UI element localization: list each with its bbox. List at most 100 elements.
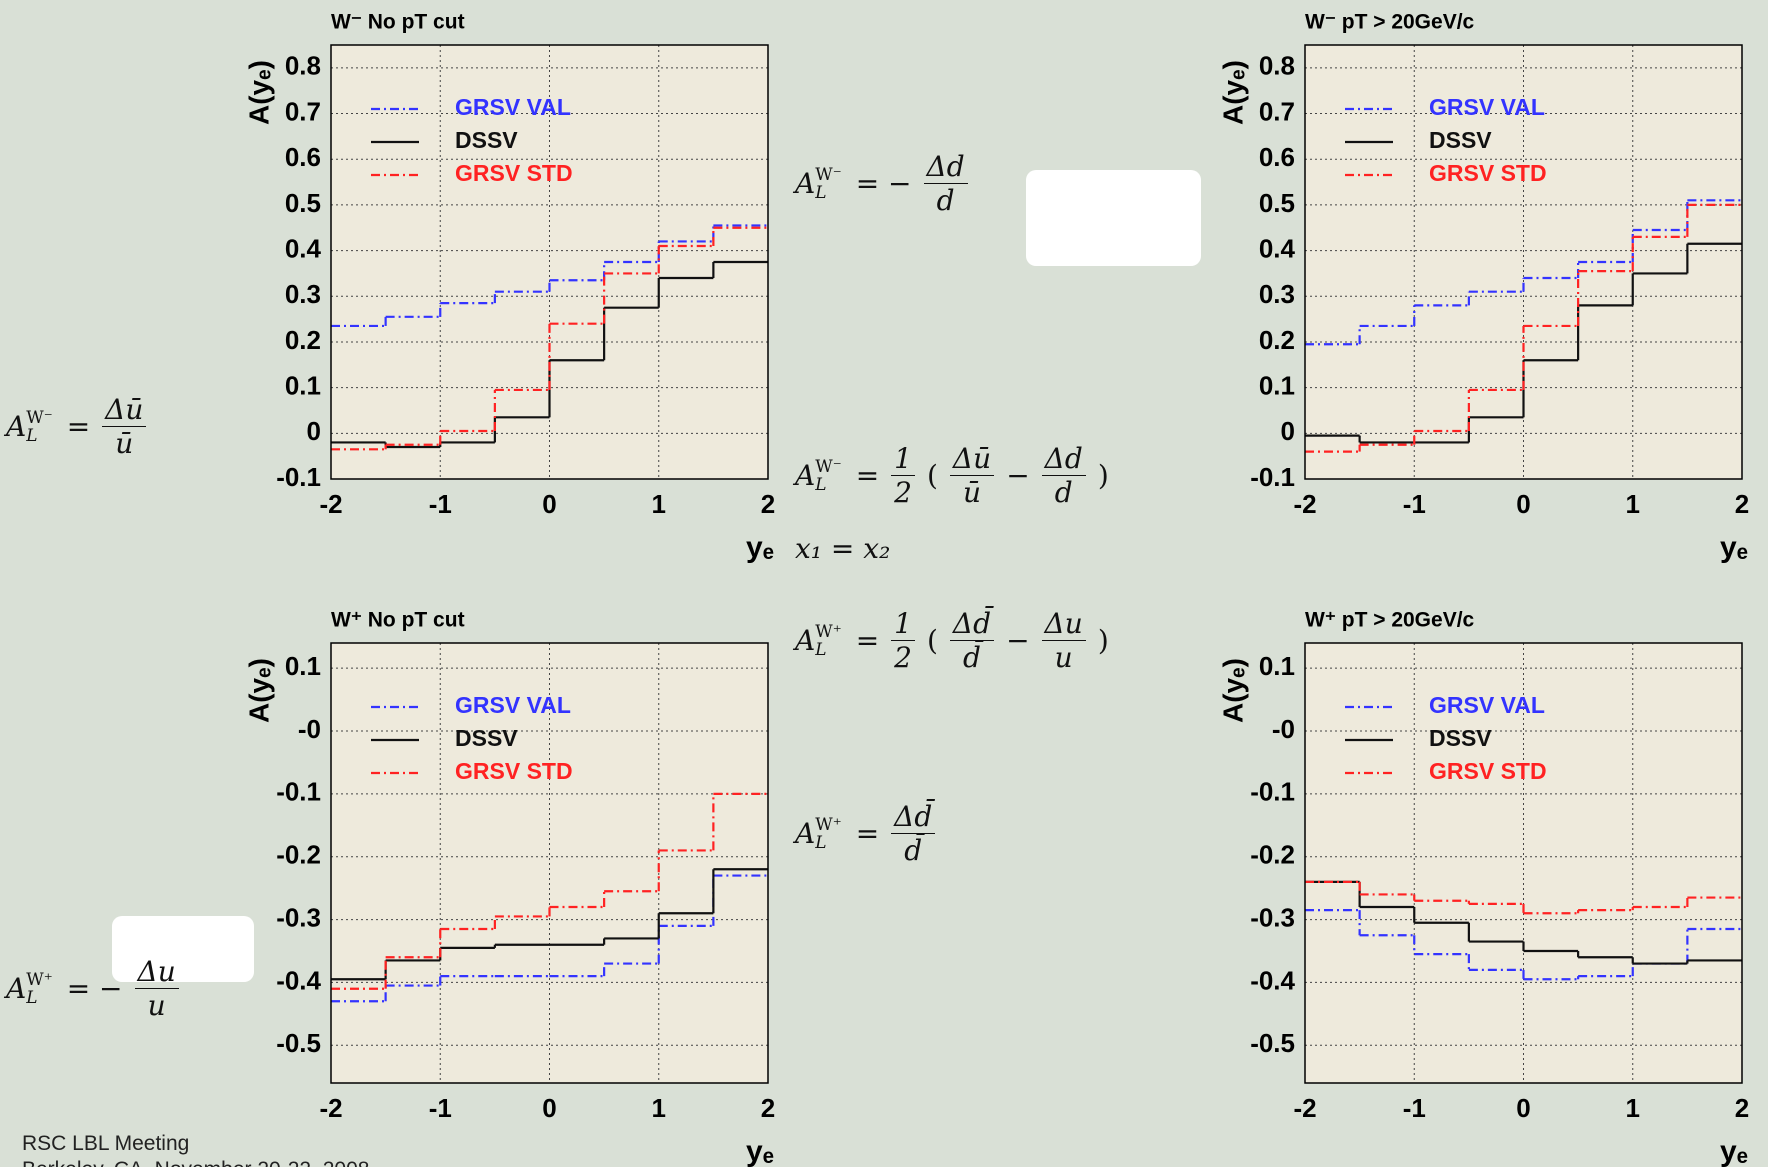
superscript: W⁺ (815, 623, 841, 641)
denominator: d̄ (901, 834, 925, 867)
x-tick-label: 1 (1626, 1093, 1640, 1123)
x-tick-label: 0 (542, 1093, 556, 1123)
y-axis-label: A(yₑ) (243, 658, 274, 723)
y-tick-label: 0.1 (1259, 371, 1295, 401)
numerator: Δū (102, 393, 146, 427)
legend-label: DSSV (455, 127, 518, 153)
y-tick-label: 0.1 (285, 371, 321, 401)
x-tick-label: 1 (652, 1093, 666, 1123)
subscript: L (815, 184, 841, 202)
denominator: ū (960, 476, 984, 509)
y-tick-label: -0 (298, 714, 321, 744)
x-tick-label: -2 (319, 489, 342, 519)
y-tick-label: 0.5 (285, 188, 321, 218)
legend-label: GRSV VAL (455, 94, 571, 120)
numerator: 1 (891, 607, 915, 641)
numerator: Δū (950, 442, 994, 476)
denominator: d̄ (960, 641, 984, 674)
numerator: Δd (1042, 442, 1086, 476)
y-tick-label: 0.3 (285, 279, 321, 309)
operator: = − (856, 167, 912, 200)
subscript: L (26, 427, 52, 445)
x-tick-label: -1 (429, 1093, 452, 1123)
fraction: Δuu (135, 955, 179, 1022)
y-tick-label: 0.7 (1259, 96, 1295, 126)
footer-line: RSC LBL Meeting (22, 1132, 189, 1156)
y-tick-label: 0.1 (1259, 651, 1295, 681)
y-tick-label: -0.1 (276, 777, 321, 807)
y-tick-label: -0.4 (276, 965, 321, 995)
superscript: W⁺ (26, 971, 52, 989)
symbol: A (795, 624, 815, 657)
x-tick-label: -1 (1403, 489, 1426, 519)
equation: x₁ = x₂ (795, 532, 890, 565)
symbol: A (795, 459, 815, 492)
x-tick-label: 0 (1516, 489, 1530, 519)
y-tick-label: 0 (307, 416, 321, 446)
y-tick-label: -0.1 (276, 462, 321, 492)
superscript: W⁻ (26, 409, 52, 427)
chart-title: W⁻ pT > 20GeV/c (1305, 11, 1475, 34)
symbol: A (6, 972, 26, 1005)
y-tick-label: -0.2 (276, 840, 321, 870)
denominator: d (934, 184, 958, 217)
legend-label: GRSV VAL (1429, 94, 1545, 120)
y-tick-label: 0.2 (285, 325, 321, 355)
y-tick-label: -0.2 (1250, 840, 1295, 870)
denominator: u (145, 989, 169, 1022)
scripts: W⁺L (815, 623, 841, 659)
legend-label: DSSV (1429, 725, 1492, 751)
numerator: Δd (924, 150, 968, 184)
chart-title: W⁺ pT > 20GeV/c (1305, 609, 1475, 632)
legend-label: GRSV STD (455, 758, 573, 784)
slide: -0.100.10.20.30.40.50.60.70.8-2-1012GRSV… (0, 0, 1768, 1167)
y-tick-label: 0.4 (285, 233, 322, 263)
symbol: A (6, 410, 26, 443)
operator: − (1006, 624, 1029, 657)
scripts: W⁻L (26, 409, 52, 445)
x-tick-label: -1 (1403, 1093, 1426, 1123)
scripts: W⁺L (815, 816, 841, 852)
legend-label: GRSV VAL (1429, 692, 1545, 718)
y-axis-label: A(yₑ) (1217, 658, 1248, 723)
y-tick-label: 0.1 (285, 651, 321, 681)
x-axis-label: yₑ (1720, 1135, 1748, 1167)
fraction: Δd̄d̄ (891, 800, 935, 867)
legend-label: GRSV STD (455, 160, 573, 186)
y-tick-label: 0 (1281, 416, 1295, 446)
x-tick-label: 2 (761, 1093, 775, 1123)
chart-title: W⁺ No pT cut (331, 609, 465, 632)
x-axis-label: yₑ (1720, 531, 1748, 564)
y-axis-label: A(yₑ) (243, 60, 274, 125)
chart-title: W⁻ No pT cut (331, 11, 465, 34)
x-tick-label: 1 (1626, 489, 1640, 519)
denominator: 2 (891, 641, 915, 674)
y-tick-label: 0.8 (1259, 51, 1295, 81)
y-tick-label: -0 (1272, 714, 1295, 744)
y-tick-label: -0.3 (1250, 902, 1295, 932)
x-axis-label: yₑ (746, 531, 774, 564)
equation: AW⁺L=12(Δd̄d̄−Δuu) (795, 607, 1115, 674)
numerator: Δd̄ (950, 607, 994, 641)
y-tick-label: -0.3 (276, 902, 321, 932)
operator: = (856, 817, 879, 850)
operator: ) (1098, 459, 1109, 492)
operator: ( (927, 459, 938, 492)
operator: − (1006, 459, 1029, 492)
x-tick-label: -2 (1293, 489, 1316, 519)
subscript: L (26, 989, 52, 1007)
operator: = (856, 624, 879, 657)
y-tick-label: -0.1 (1250, 777, 1295, 807)
y-tick-label: 0.4 (1259, 233, 1296, 263)
fraction: Δd̄d̄ (950, 607, 994, 674)
legend-label: DSSV (1429, 127, 1492, 153)
operator: = − (67, 972, 123, 1005)
operator: ) (1098, 624, 1109, 657)
y-tick-label: 0.5 (1259, 188, 1295, 218)
scripts: W⁻L (815, 166, 841, 202)
numerator: 1 (891, 442, 915, 476)
denominator: 2 (891, 476, 915, 509)
